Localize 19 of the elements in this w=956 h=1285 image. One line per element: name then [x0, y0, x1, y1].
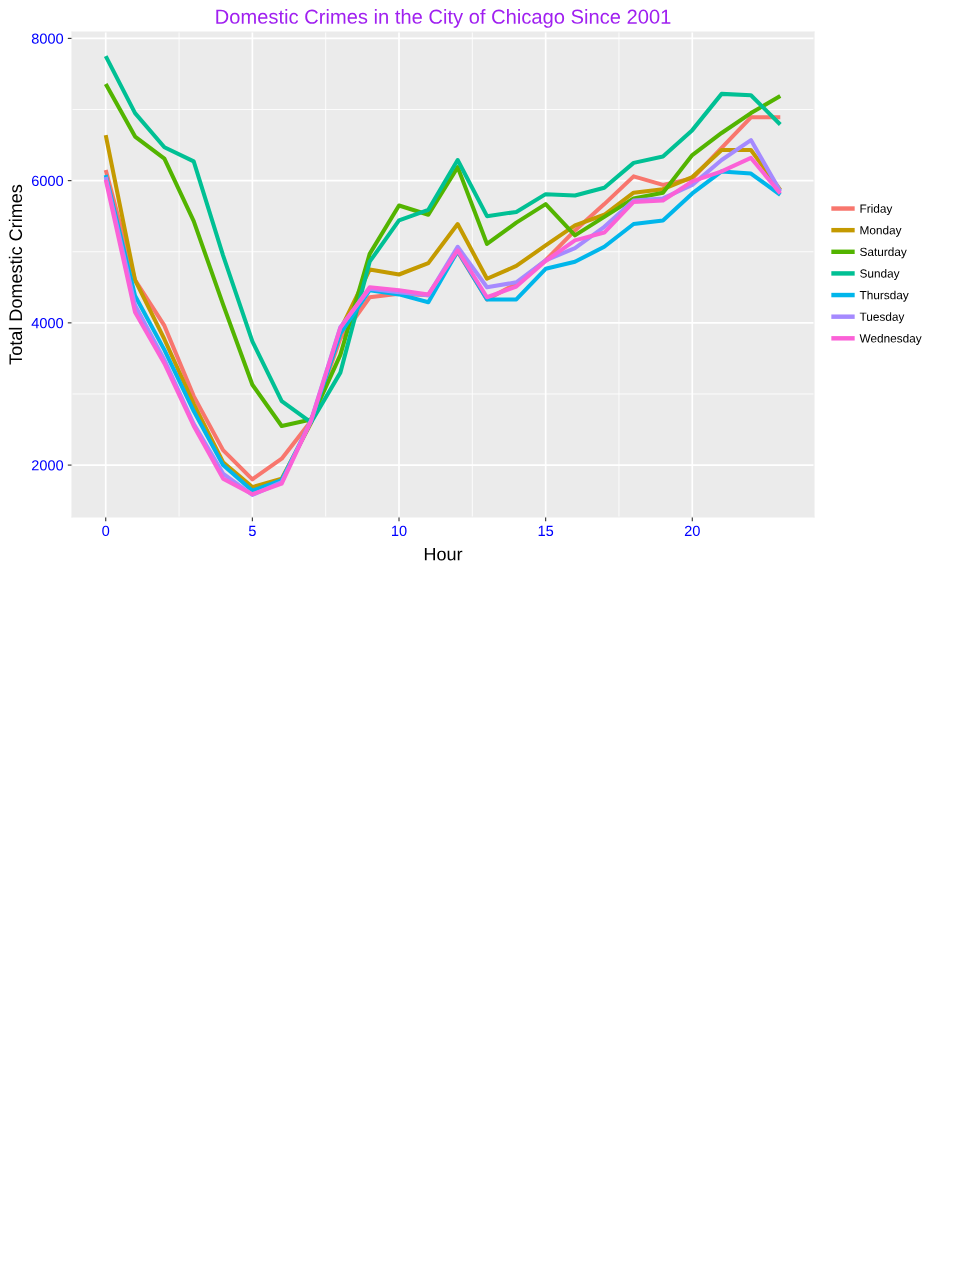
x-tick-label: 10 — [392, 525, 407, 537]
y-tick-label: 8000 — [31, 33, 64, 44]
x-tick-label: 5 — [248, 525, 256, 537]
x-tick-label: 0 — [102, 525, 110, 537]
y-tick-label: 2000 — [31, 460, 64, 471]
chart-title: Domestic Crimes in the City of Chicago Since 2001 — [216, 9, 671, 28]
y-tick-label: 4000 — [31, 317, 64, 329]
y-tick-label: 6000 — [31, 175, 64, 187]
x-tick-label: 15 — [538, 525, 554, 537]
legend-label: Sunday — [860, 269, 900, 280]
y-axis-title: Total Domestic Crimes — [8, 184, 23, 365]
legend-label: Monday — [860, 225, 902, 237]
legend-label: Wednesday — [859, 333, 922, 345]
x-axis-title: Hour — [424, 547, 463, 561]
legend-label: Thursday — [859, 290, 909, 302]
legend-label: Friday — [860, 204, 893, 216]
x-tick-label: 20 — [684, 525, 700, 537]
legend-label: Saturday — [860, 247, 907, 259]
legend-label: Tuesday — [859, 312, 905, 324]
